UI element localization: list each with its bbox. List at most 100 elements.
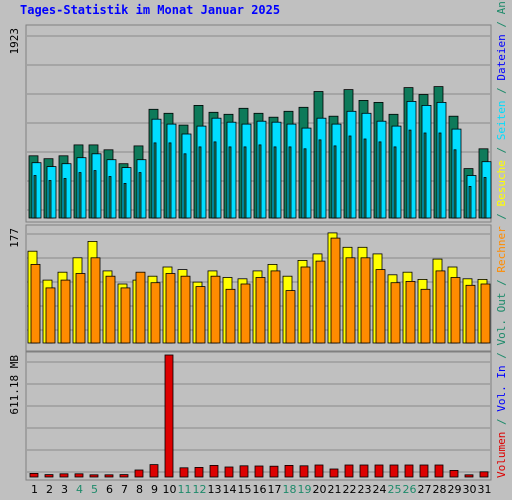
side-legend-part-2: Vol. In — [495, 365, 508, 411]
bar-seiten-5 — [93, 170, 97, 219]
bar-volumen-15 — [239, 465, 249, 478]
bar-rechner-16 — [255, 277, 266, 344]
bar-rechner-10 — [165, 273, 176, 344]
bar-dateien-14 — [226, 121, 237, 219]
bar-volumen-2 — [44, 474, 54, 478]
bar-rechner-8 — [135, 271, 146, 344]
side-legend-part-10: Seiten — [495, 100, 508, 140]
bar-rechner-9 — [150, 282, 161, 344]
bar-seiten-12 — [198, 146, 202, 219]
bar-volumen-19 — [299, 465, 309, 478]
bar-dateien-29 — [451, 128, 462, 219]
bar-dateien-23 — [361, 112, 372, 219]
side-legend-part-9: / — [495, 140, 508, 160]
x-tick-label-30: 30 — [463, 483, 477, 496]
bar-rechner-29 — [450, 277, 461, 344]
x-tick-label-6: 6 — [106, 483, 113, 496]
bar-seiten-11 — [183, 153, 187, 219]
x-tick-label-27: 27 — [418, 483, 432, 496]
bar-rechner-26 — [405, 280, 416, 344]
bar-dateien-5 — [91, 153, 102, 219]
bar-dateien-7 — [121, 167, 132, 219]
bar-seiten-29 — [453, 149, 457, 219]
bar-seiten-3 — [63, 178, 67, 219]
bar-dateien-8 — [136, 159, 147, 219]
bar-seiten-21 — [333, 145, 337, 219]
bar-dateien-22 — [346, 110, 357, 219]
bar-rechner-3 — [60, 279, 71, 344]
bar-volumen-21 — [329, 468, 339, 478]
bar-seiten-10 — [168, 142, 172, 219]
bar-seiten-18 — [288, 146, 292, 219]
side-legend-part-4: Vol. Out — [495, 293, 508, 346]
bar-seiten-2 — [48, 180, 52, 219]
x-tick-label-25: 25 — [388, 483, 402, 496]
bar-dateien-16 — [256, 120, 267, 219]
bar-rechner-6 — [105, 275, 116, 344]
bar-seiten-6 — [108, 176, 112, 219]
bar-dateien-15 — [241, 123, 252, 219]
x-tick-label-8: 8 — [136, 483, 143, 496]
bar-dateien-28 — [436, 102, 447, 219]
bar-volumen-8 — [134, 469, 144, 478]
x-tick-label-29: 29 — [448, 483, 462, 496]
bar-volumen-27 — [419, 464, 429, 478]
side-legend-part-7: / — [495, 206, 508, 226]
bar-volumen-17 — [269, 465, 279, 478]
bar-rechner-30 — [465, 284, 476, 344]
y-max-label-volume: 611.18 MB — [8, 355, 21, 415]
side-legend-part-0: Volumen — [495, 432, 508, 478]
bar-rechner-12 — [195, 286, 206, 344]
bar-dateien-24 — [376, 120, 387, 219]
chart-title: Tages-Statistik im Monat Januar 2025 — [20, 3, 281, 17]
bar-dateien-6 — [106, 159, 117, 219]
bar-rechner-22 — [345, 257, 356, 344]
bar-seiten-19 — [303, 148, 307, 219]
bar-seiten-26 — [408, 129, 412, 219]
bar-dateien-17 — [271, 121, 282, 219]
bar-rechner-18 — [285, 290, 296, 344]
x-tick-label-1: 1 — [31, 483, 38, 496]
bar-dateien-12 — [196, 125, 207, 219]
bar-volumen-5 — [89, 474, 99, 478]
bar-dateien-31 — [481, 161, 492, 219]
panel-frame-volume — [25, 351, 492, 481]
bar-volumen-18 — [284, 464, 294, 478]
bar-volumen-16 — [254, 465, 264, 478]
bar-dateien-2 — [46, 166, 57, 219]
bar-dateien-9 — [151, 118, 162, 219]
bar-volumen-20 — [314, 464, 324, 478]
bar-dateien-13 — [211, 117, 222, 219]
x-tick-label-21: 21 — [328, 483, 342, 496]
bar-volumen-13 — [209, 464, 219, 478]
side-legend-part-8: Besuche — [495, 160, 508, 206]
bar-rechner-13 — [210, 275, 221, 344]
x-tick-label-5: 5 — [91, 483, 98, 496]
x-tick-label-22: 22 — [343, 483, 357, 496]
x-tick-label-28: 28 — [433, 483, 447, 496]
bar-rechner-19 — [300, 266, 311, 344]
bar-seiten-28 — [438, 132, 442, 219]
bar-dateien-19 — [301, 127, 312, 219]
bar-rechner-11 — [180, 275, 191, 344]
bar-seiten-17 — [273, 146, 277, 219]
side-legend-part-5: / — [495, 273, 508, 293]
bar-seiten-4 — [78, 172, 82, 219]
bar-volumen-9 — [149, 464, 159, 478]
bar-volumen-29 — [449, 469, 459, 478]
bar-rechner-4 — [75, 273, 86, 344]
bar-volumen-4 — [74, 473, 84, 478]
bar-volumen-31 — [479, 471, 489, 478]
bar-dateien-25 — [391, 125, 402, 219]
bar-dateien-26 — [406, 101, 417, 219]
bar-rechner-7 — [120, 287, 131, 344]
x-tick-label-15: 15 — [238, 483, 252, 496]
bar-seiten-9 — [153, 142, 157, 219]
side-legend-part-6: Rechner — [495, 226, 508, 273]
x-tick-label-26: 26 — [403, 483, 417, 496]
bar-seiten-16 — [258, 144, 262, 219]
bar-seiten-1 — [33, 175, 37, 219]
bar-volumen-7 — [119, 474, 129, 478]
